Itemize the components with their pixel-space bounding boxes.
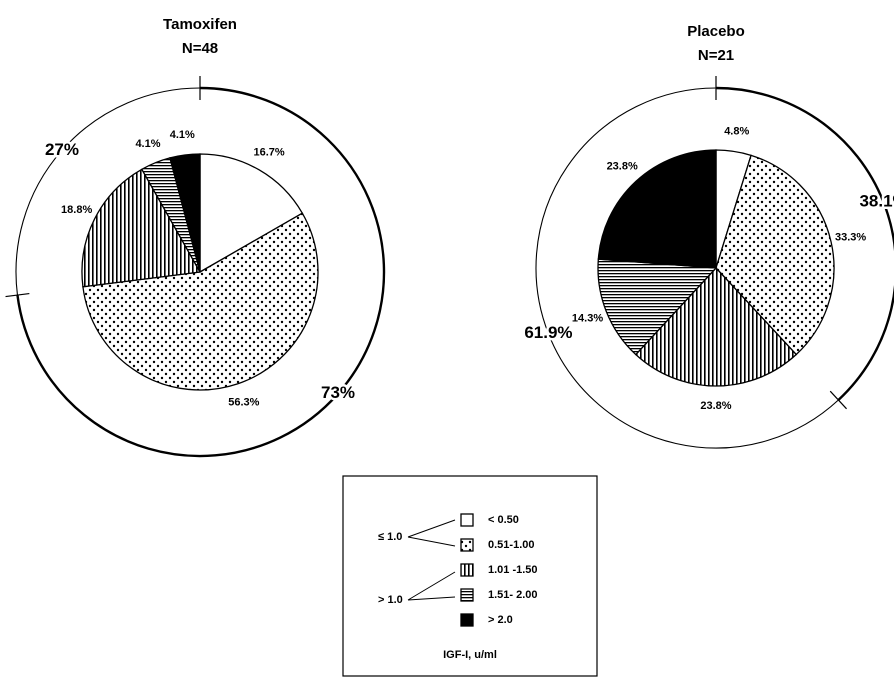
slice-label: 23.8% bbox=[700, 400, 731, 412]
legend-label: 0.51-1.00 bbox=[488, 539, 534, 551]
slice-label: 4.1% bbox=[135, 138, 160, 150]
chart-subtitle: N=48 bbox=[182, 40, 218, 57]
legend-label: < 0.50 bbox=[488, 514, 519, 526]
legend-group: ≤ 1.0 bbox=[378, 531, 402, 543]
chart-title: Placebo bbox=[687, 23, 745, 40]
slice-label: 23.8% bbox=[607, 161, 638, 173]
pie-slice bbox=[715, 154, 835, 356]
legend-swatch bbox=[460, 513, 474, 527]
ring-label: 38.1% bbox=[859, 192, 894, 211]
legend-group: > 1.0 bbox=[378, 594, 403, 606]
pie-slice bbox=[169, 153, 201, 273]
slice-label: 16.7% bbox=[254, 146, 285, 158]
ring-arc bbox=[15, 87, 201, 296]
legend-swatch bbox=[460, 538, 474, 552]
ring-arc bbox=[16, 86, 386, 458]
legend-connector bbox=[407, 519, 456, 601]
chart-subtitle: N=21 bbox=[698, 47, 734, 64]
ring-label: 61.9% bbox=[524, 323, 572, 342]
legend-label: > 2.0 bbox=[488, 614, 513, 626]
slice-label: 4.1% bbox=[170, 129, 195, 141]
slice-label: 14.3% bbox=[572, 312, 603, 324]
legend-label: 1.51- 2.00 bbox=[488, 589, 538, 601]
legend-title: IGF-I, u/ml bbox=[443, 649, 497, 661]
legend-swatch bbox=[460, 563, 474, 577]
slice-label: 33.3% bbox=[835, 231, 866, 243]
ring-label: 73% bbox=[321, 383, 355, 402]
ring-label: 27% bbox=[45, 140, 79, 159]
chart-title: Tamoxifen bbox=[163, 16, 237, 33]
ring-arc bbox=[535, 87, 839, 449]
ring-arc bbox=[715, 86, 894, 401]
pie-slice bbox=[199, 153, 304, 274]
legend-swatch bbox=[460, 613, 474, 627]
pie-slice bbox=[634, 267, 798, 387]
pie-slice bbox=[597, 258, 718, 356]
legend-swatch bbox=[460, 588, 474, 602]
legend-label: 1.01 -1.50 bbox=[488, 564, 538, 576]
pie-slice bbox=[597, 149, 717, 269]
pie-slice bbox=[81, 168, 202, 288]
pie-slice bbox=[82, 212, 319, 391]
slice-label: 4.8% bbox=[724, 125, 749, 137]
slice-label: 56.3% bbox=[228, 397, 259, 409]
slice-label: 18.8% bbox=[61, 204, 92, 216]
